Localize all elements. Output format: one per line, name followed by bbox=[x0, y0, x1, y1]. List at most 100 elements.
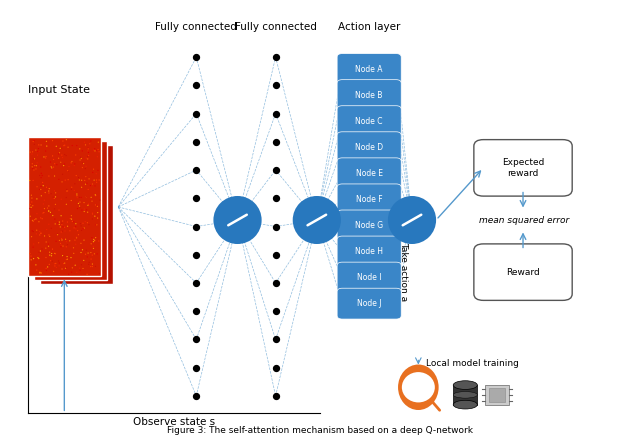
Point bbox=[81, 193, 92, 200]
Point bbox=[76, 155, 86, 162]
Point bbox=[62, 253, 72, 260]
Point bbox=[47, 212, 58, 219]
Point bbox=[51, 264, 61, 271]
Point bbox=[90, 191, 100, 198]
Point bbox=[50, 216, 60, 223]
Point bbox=[94, 176, 104, 183]
FancyBboxPatch shape bbox=[337, 106, 401, 136]
Point bbox=[93, 146, 103, 153]
Text: Reward: Reward bbox=[506, 268, 540, 277]
Point bbox=[58, 252, 68, 259]
Text: Node I: Node I bbox=[357, 273, 381, 282]
Point bbox=[271, 82, 281, 89]
Point bbox=[25, 205, 35, 212]
Point bbox=[79, 224, 90, 231]
Point bbox=[32, 210, 42, 217]
Point bbox=[83, 145, 93, 152]
Point bbox=[191, 166, 202, 173]
Point bbox=[87, 198, 97, 205]
Point bbox=[87, 209, 97, 216]
Point bbox=[33, 145, 44, 152]
Point bbox=[83, 149, 93, 156]
Point bbox=[41, 153, 51, 160]
FancyBboxPatch shape bbox=[474, 139, 572, 196]
Ellipse shape bbox=[292, 196, 341, 244]
Point bbox=[34, 255, 44, 262]
Point bbox=[52, 231, 63, 238]
Point bbox=[77, 206, 87, 213]
Point bbox=[54, 262, 64, 269]
Point bbox=[72, 191, 82, 198]
Point bbox=[33, 151, 43, 158]
Point bbox=[88, 243, 99, 250]
Point bbox=[68, 250, 79, 257]
Point bbox=[93, 209, 103, 216]
Point bbox=[34, 249, 44, 256]
Point bbox=[61, 194, 71, 201]
Point bbox=[39, 205, 49, 212]
Point bbox=[46, 163, 56, 170]
Point bbox=[58, 171, 68, 178]
Point bbox=[62, 241, 72, 248]
Point bbox=[60, 236, 70, 243]
Point bbox=[271, 336, 281, 343]
Point bbox=[42, 138, 52, 145]
Point bbox=[81, 251, 91, 258]
Polygon shape bbox=[453, 385, 477, 405]
Point bbox=[56, 228, 67, 235]
Point bbox=[26, 253, 36, 260]
Point bbox=[191, 82, 202, 89]
Point bbox=[56, 159, 66, 166]
Point bbox=[86, 263, 96, 270]
Point bbox=[41, 265, 51, 272]
Point bbox=[39, 209, 49, 216]
Ellipse shape bbox=[453, 381, 477, 389]
Point bbox=[63, 144, 73, 151]
Point bbox=[31, 216, 41, 223]
Point bbox=[72, 142, 82, 149]
Point bbox=[77, 160, 88, 167]
Point bbox=[83, 201, 93, 208]
Point bbox=[58, 252, 68, 259]
Point bbox=[49, 205, 60, 213]
Text: Node C: Node C bbox=[355, 117, 383, 126]
Point bbox=[76, 194, 86, 201]
FancyBboxPatch shape bbox=[34, 141, 107, 280]
Point bbox=[35, 269, 45, 276]
Point bbox=[45, 233, 55, 240]
Point bbox=[45, 158, 56, 165]
Point bbox=[65, 227, 75, 235]
Point bbox=[83, 155, 93, 162]
Point bbox=[45, 249, 55, 256]
Point bbox=[191, 223, 202, 230]
Point bbox=[38, 201, 49, 208]
Point bbox=[79, 177, 90, 184]
Point bbox=[69, 187, 79, 194]
Point bbox=[39, 197, 49, 204]
Point bbox=[40, 232, 50, 239]
Point bbox=[70, 151, 81, 158]
Point bbox=[86, 256, 96, 263]
Point bbox=[56, 235, 67, 242]
Point bbox=[59, 142, 69, 149]
Point bbox=[27, 198, 37, 205]
Point bbox=[56, 240, 66, 247]
Text: Local model training: Local model training bbox=[426, 359, 518, 368]
Point bbox=[50, 262, 60, 269]
Point bbox=[61, 136, 72, 143]
Point bbox=[46, 165, 56, 172]
Point bbox=[51, 189, 61, 196]
Point bbox=[42, 205, 52, 212]
Text: Node F: Node F bbox=[356, 195, 383, 204]
Point bbox=[78, 225, 88, 232]
Point bbox=[47, 250, 57, 257]
Point bbox=[40, 147, 51, 154]
Point bbox=[89, 236, 99, 243]
Point bbox=[94, 270, 104, 277]
Point bbox=[50, 220, 60, 227]
Text: Node A: Node A bbox=[355, 65, 383, 73]
Point bbox=[61, 238, 72, 245]
Point bbox=[81, 193, 92, 200]
Point bbox=[75, 198, 85, 205]
Point bbox=[53, 219, 63, 226]
